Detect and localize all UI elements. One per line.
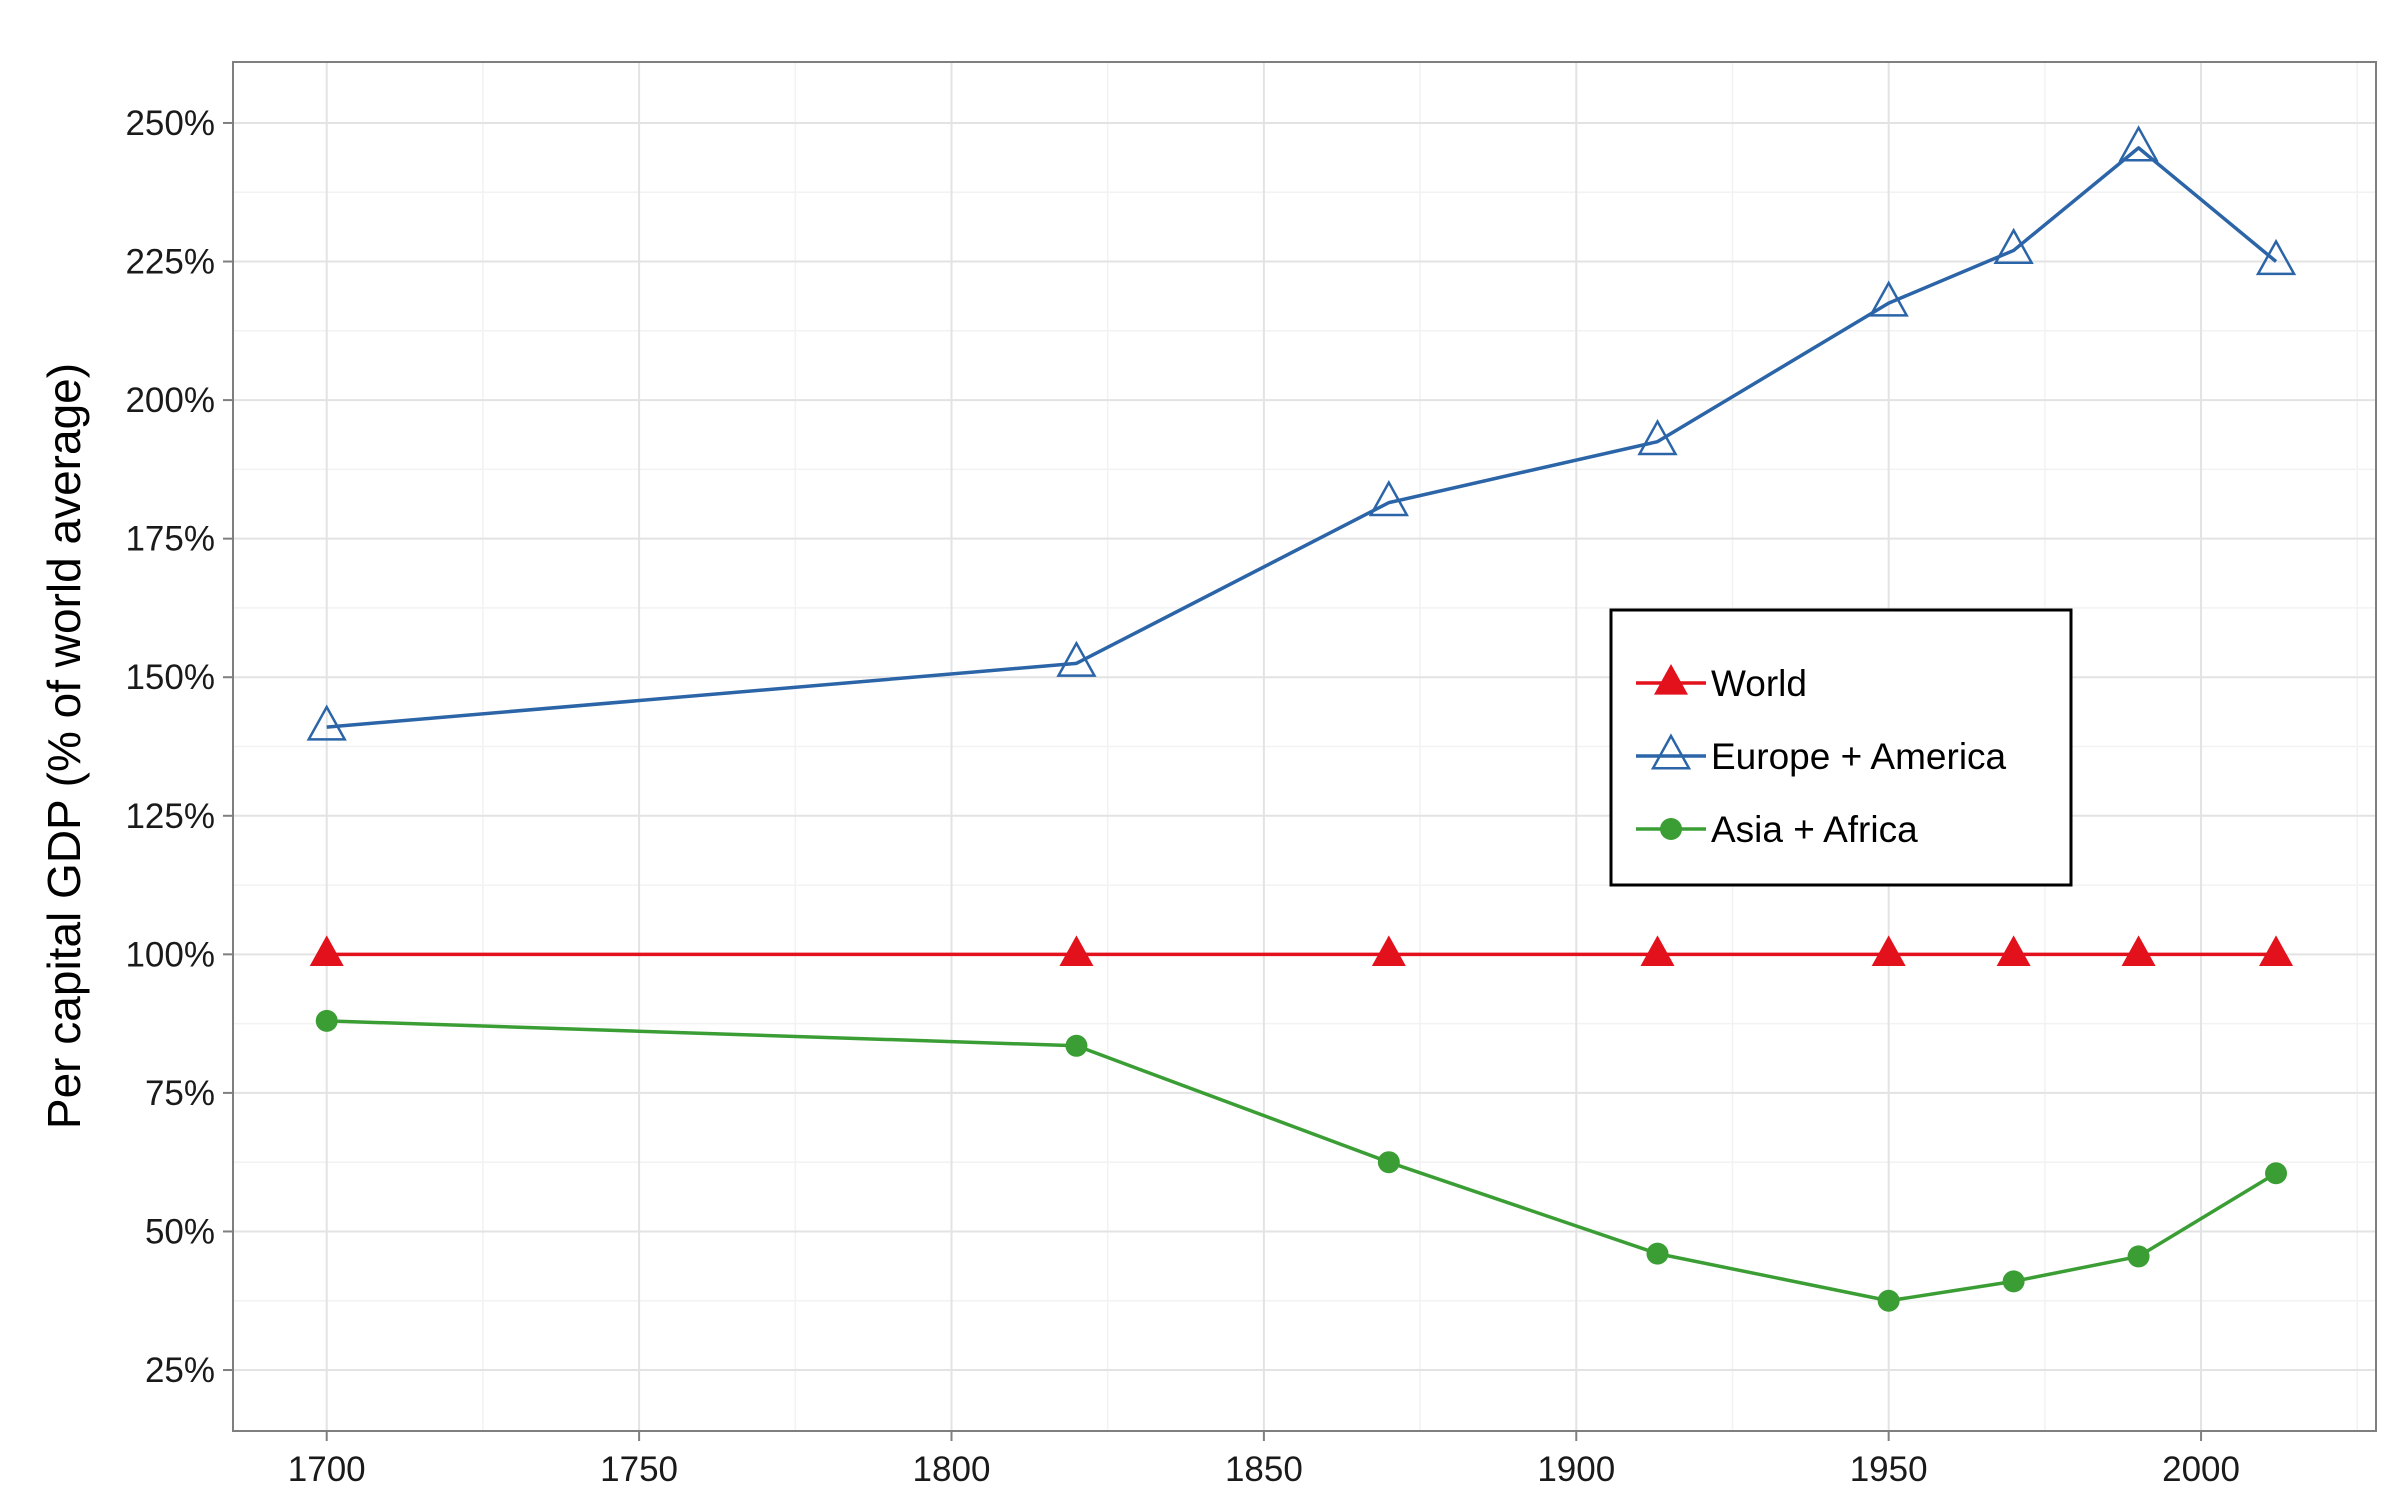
series-europe-america <box>306 125 2297 741</box>
data-point-asia-africa <box>315 1009 338 1032</box>
legend-box <box>1609 608 2073 887</box>
legend-label-asia-africa: Asia + Africa <box>1711 809 1918 850</box>
data-point-europe-america <box>1368 479 1409 517</box>
legend-item-asia-africa: Asia + Africa <box>1636 809 1918 850</box>
data-point-europe-america <box>1056 640 1097 677</box>
x-tick-label: 1700 <box>288 1450 366 1489</box>
legend-label-europe-america: Europe + America <box>1711 736 2007 777</box>
series-world <box>309 935 2294 966</box>
data-point-asia-africa <box>2002 1270 2025 1293</box>
legend-marker-asia-africa <box>1660 818 1682 840</box>
data-point-world <box>1371 935 1406 966</box>
data-point-world <box>309 935 344 966</box>
data-point-asia-africa <box>2127 1245 2150 1268</box>
y-tick-label: 25% <box>145 1351 215 1390</box>
y-tick-label: 175% <box>125 520 215 559</box>
data-point-asia-africa <box>1877 1289 1900 1312</box>
y-tick-label: 100% <box>125 935 215 974</box>
y-tick-label: 225% <box>125 243 215 282</box>
y-tick-label: 150% <box>125 658 215 697</box>
x-tick-label: 1950 <box>1850 1450 1928 1489</box>
axes: 1700 1750 1800 1850 1900 1950 2000 25% 50% 75% 100… <box>125 104 2240 1489</box>
data-point-asia-africa <box>1646 1242 1669 1265</box>
data-point-world <box>2259 935 2294 966</box>
legend-marker-world <box>1654 664 1688 695</box>
data-point-world <box>1059 935 1094 966</box>
series-line-asia-africa <box>326 1019 2277 1303</box>
x-tick-label: 1750 <box>600 1450 678 1489</box>
y-axis-title: Per capital GDP (% of world average) <box>38 363 90 1129</box>
data-point-europe-america <box>1993 227 2034 265</box>
data-point-world <box>1996 935 2031 966</box>
data-point-world <box>1871 935 1906 966</box>
data-point-asia-africa <box>1065 1034 1088 1057</box>
y-tick-label: 200% <box>125 381 215 420</box>
x-tick-label: 1800 <box>913 1450 991 1489</box>
data-point-europe-america <box>2255 238 2297 276</box>
data-point-world <box>1640 935 1675 966</box>
legend-marker-europe-america <box>1650 733 1692 770</box>
series-line-europe-america <box>326 146 2278 729</box>
plot-border <box>232 61 2377 1432</box>
data-point-europe-america <box>306 704 347 741</box>
series-layer <box>306 125 2297 1312</box>
data-point-europe-america <box>1637 419 1678 456</box>
y-tick-label: 75% <box>145 1074 215 1113</box>
legend-item-europe-america: Europe + America <box>1636 733 2007 777</box>
y-tick-label: 250% <box>125 104 215 143</box>
legend-label-world: World <box>1711 663 1807 704</box>
x-tick-label: 1900 <box>1537 1450 1615 1489</box>
legend-item-world: World <box>1636 663 1807 704</box>
legend: World Europe + America Asia + Africa <box>1609 608 2073 887</box>
x-tick-label: 2000 <box>2162 1450 2240 1489</box>
y-tick-label: 125% <box>125 797 215 836</box>
data-point-europe-america <box>2118 125 2159 162</box>
data-point-asia-africa <box>2265 1162 2288 1185</box>
data-point-europe-america <box>1868 280 1909 317</box>
data-point-world <box>2121 935 2156 966</box>
series-asia-africa <box>315 1009 2288 1312</box>
x-tick-label: 1850 <box>1225 1450 1303 1489</box>
data-point-asia-africa <box>1377 1151 1400 1174</box>
y-tick-label: 50% <box>145 1212 215 1251</box>
